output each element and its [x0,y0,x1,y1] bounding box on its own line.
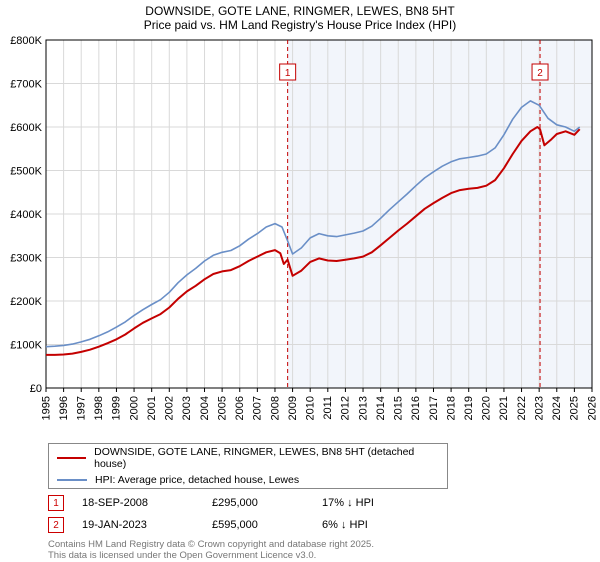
svg-text:2021: 2021 [498,396,510,420]
svg-text:1998: 1998 [93,396,105,420]
svg-text:2015: 2015 [393,396,405,420]
svg-text:2007: 2007 [252,396,264,420]
marker-delta-2: 6% ↓ HPI [322,519,432,531]
footer-line-1: Contains HM Land Registry data © Crown c… [48,539,600,550]
footer-line-2: This data is licensed under the Open Gov… [48,550,600,561]
svg-text:2020: 2020 [481,396,493,420]
marker-date-1: 18-SEP-2008 [82,497,212,509]
svg-text:2001: 2001 [146,396,158,420]
title-block: DOWNSIDE, GOTE LANE, RINGMER, LEWES, BN8… [0,0,600,34]
marker-price-2: £595,000 [212,519,322,531]
svg-text:2019: 2019 [463,396,475,420]
svg-text:2026: 2026 [586,396,598,420]
svg-text:£800K: £800K [10,35,42,47]
svg-text:£200K: £200K [10,296,42,308]
svg-text:2000: 2000 [128,396,140,420]
chart-svg: £0 £100K £200K £300K £400K £500K £600K £700K £80… [0,34,600,439]
svg-text:2018: 2018 [445,396,457,420]
legend-row-hpi: HPI: Average price, detached house, Lewe… [49,472,447,488]
title-line-1: DOWNSIDE, GOTE LANE, RINGMER, LEWES, BN8… [0,4,600,18]
svg-text:£400K: £400K [10,209,42,221]
svg-text:2024: 2024 [551,396,563,420]
svg-text:2016: 2016 [410,396,422,420]
svg-text:£700K: £700K [10,79,42,91]
marker-delta-1: 17% ↓ HPI [322,497,432,509]
svg-text:2025: 2025 [569,396,581,420]
marker-box-2: 2 [48,517,64,533]
svg-text:2008: 2008 [269,396,281,420]
svg-text:2013: 2013 [357,396,369,420]
svg-text:2023: 2023 [533,396,545,420]
legend-swatch-property [57,457,86,460]
svg-text:1999: 1999 [111,396,123,420]
svg-text:1995: 1995 [40,396,52,420]
svg-text:2014: 2014 [375,396,387,420]
svg-text:2003: 2003 [181,396,193,420]
svg-text:£0: £0 [30,383,42,395]
svg-text:2005: 2005 [216,396,228,420]
marker-price-1: £295,000 [212,497,322,509]
svg-text:£500K: £500K [10,166,42,178]
svg-text:2006: 2006 [234,396,246,420]
svg-text:2004: 2004 [199,396,211,420]
legend-label-hpi: HPI: Average price, detached house, Lewe… [95,474,299,486]
marker-row-1: 1 18-SEP-2008 £295,000 17% ↓ HPI [48,495,600,511]
marker-date-2: 19-JAN-2023 [82,519,212,531]
legend-box: DOWNSIDE, GOTE LANE, RINGMER, LEWES, BN8… [48,443,448,489]
svg-text:2017: 2017 [428,396,440,420]
svg-text:2002: 2002 [164,396,176,420]
legend-row-property: DOWNSIDE, GOTE LANE, RINGMER, LEWES, BN8… [49,444,447,472]
svg-text:1996: 1996 [58,396,70,420]
chart-area: £0 £100K £200K £300K £400K £500K £600K £700K £80… [0,34,600,439]
svg-text:2009: 2009 [287,396,299,420]
legend-swatch-hpi [57,479,87,481]
svg-text:2022: 2022 [516,396,528,420]
marker-box-1: 1 [48,495,64,511]
svg-text:£100K: £100K [10,340,42,352]
footer-text: Contains HM Land Registry data © Crown c… [48,539,600,562]
svg-text:2012: 2012 [340,396,352,420]
svg-text:2: 2 [537,68,543,79]
svg-text:2011: 2011 [322,396,334,420]
svg-text:1997: 1997 [76,396,88,420]
legend-label-property: DOWNSIDE, GOTE LANE, RINGMER, LEWES, BN8… [94,446,439,470]
title-line-2: Price paid vs. HM Land Registry's House … [0,18,600,32]
svg-text:£600K: £600K [10,122,42,134]
chart-container: DOWNSIDE, GOTE LANE, RINGMER, LEWES, BN8… [0,0,600,560]
svg-text:2010: 2010 [304,396,316,420]
svg-text:1: 1 [285,68,291,79]
svg-text:£300K: £300K [10,253,42,265]
marker-row-2: 2 19-JAN-2023 £595,000 6% ↓ HPI [48,517,600,533]
